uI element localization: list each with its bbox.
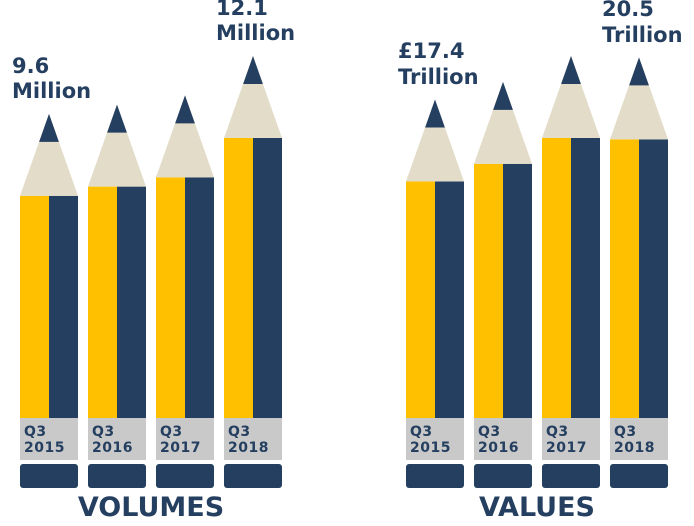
category-label: Q3 2015 <box>24 424 65 456</box>
category-label: Q3 2017 <box>546 424 587 456</box>
pencil-body <box>156 177 214 418</box>
pencil-eraser <box>406 464 464 488</box>
pencil-point <box>107 105 127 133</box>
pencil-point <box>243 56 263 84</box>
pencil-body <box>20 196 78 418</box>
pencil-body <box>406 181 464 418</box>
pencil-point <box>493 82 513 110</box>
value-label: £17.4 Trillion <box>398 39 479 89</box>
pencil-eraser <box>610 464 668 488</box>
pencil-eraser <box>156 464 214 488</box>
category-label: Q3 2016 <box>92 424 133 456</box>
category-label: Q3 2017 <box>160 424 201 456</box>
category-label: Q3 2018 <box>614 424 655 456</box>
pencil-point <box>39 114 59 142</box>
value-label: 12.1 Million <box>216 0 295 46</box>
value-label: 20.5 Trillion <box>602 0 683 48</box>
pencil-eraser <box>20 464 78 488</box>
pencil-point <box>561 56 581 84</box>
pencil-point <box>629 57 649 85</box>
page: Q3 2015 9.6 Million Q3 2016 Q3 2017 Q3 2018 1… <box>0 0 694 526</box>
category-label: Q3 2016 <box>478 424 519 456</box>
pencil-body <box>88 187 146 418</box>
value-label: 9.6 Million <box>12 54 91 104</box>
pencil-body <box>474 164 532 418</box>
category-label: Q3 2015 <box>410 424 451 456</box>
pencil-body <box>542 138 600 418</box>
pencil-point <box>175 95 195 123</box>
chart-title: VALUES <box>397 492 677 523</box>
category-label: Q3 2018 <box>228 424 269 456</box>
pencil-eraser <box>542 464 600 488</box>
chart-title: VOLUMES <box>11 492 291 523</box>
pencil-eraser <box>224 464 282 488</box>
pencil-body <box>224 138 282 418</box>
pencil-point <box>425 99 445 127</box>
pencil-eraser <box>474 464 532 488</box>
pencil-body <box>610 139 668 418</box>
pencil-eraser <box>88 464 146 488</box>
